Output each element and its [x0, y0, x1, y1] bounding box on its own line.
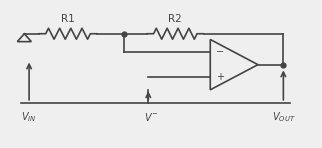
Text: $V_{IN}$: $V_{IN}$	[21, 111, 37, 124]
Text: $V_{OUT}$: $V_{OUT}$	[271, 111, 295, 124]
Text: R1: R1	[61, 14, 75, 24]
Text: $V^{-}$: $V^{-}$	[144, 111, 159, 123]
Text: R2: R2	[168, 14, 182, 24]
Text: +: +	[216, 72, 224, 82]
Text: −: −	[216, 47, 224, 57]
